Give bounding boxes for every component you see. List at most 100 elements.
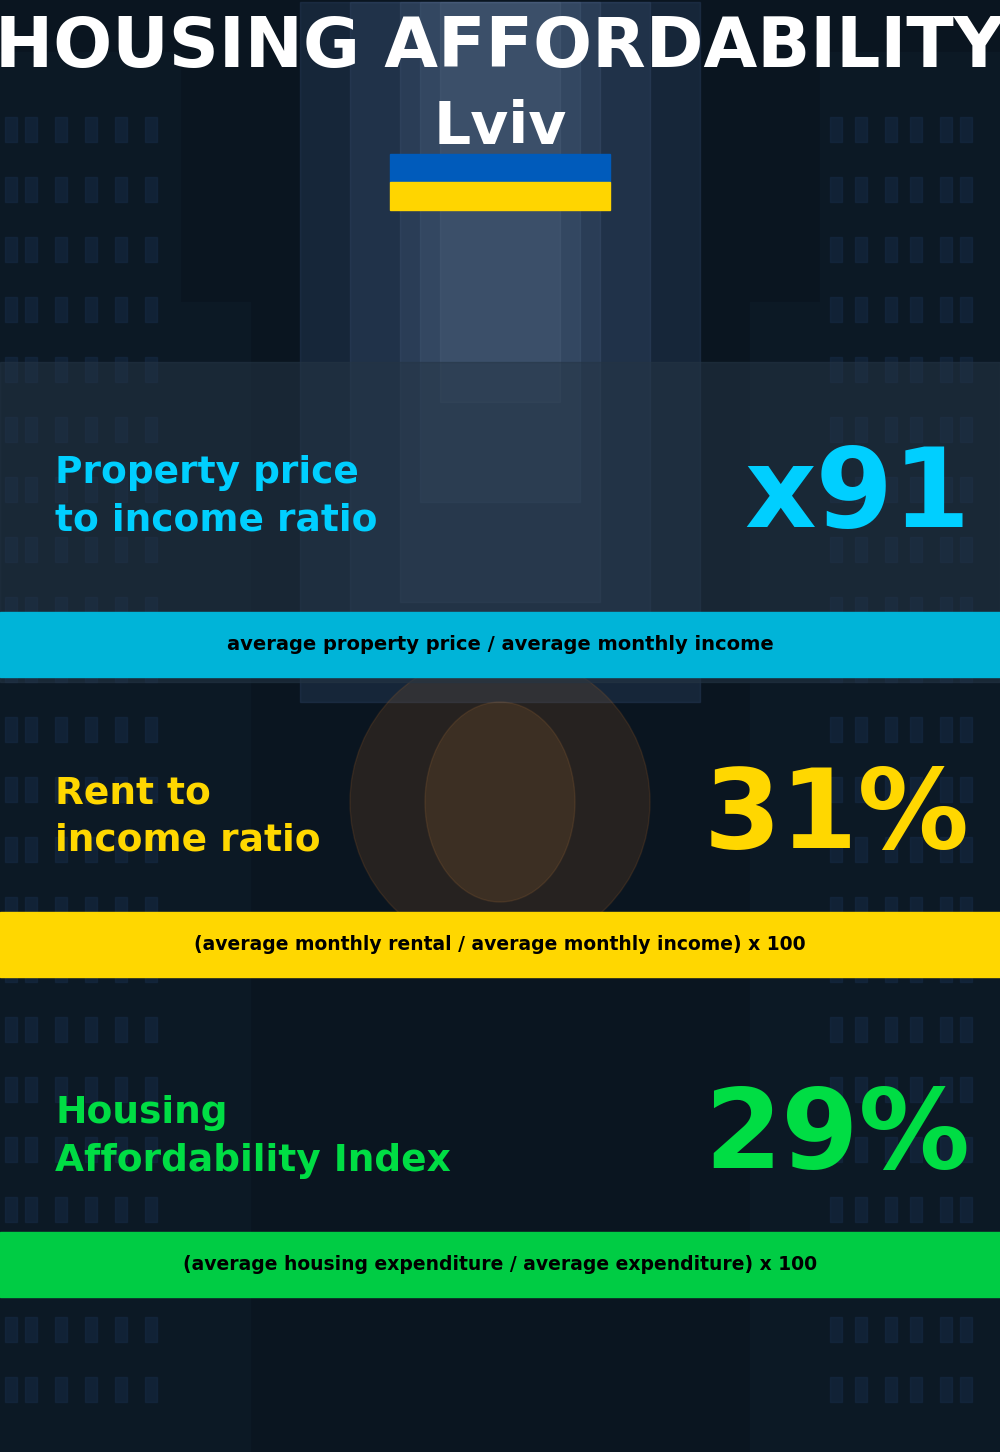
Bar	[940, 537, 952, 562]
Bar	[5, 777, 17, 802]
Bar	[115, 118, 127, 142]
Bar	[940, 777, 952, 802]
Bar	[885, 656, 897, 682]
Bar	[5, 1376, 17, 1403]
Bar	[25, 1317, 37, 1342]
Bar	[115, 417, 127, 441]
Bar	[5, 597, 17, 621]
Bar	[5, 656, 17, 682]
Bar	[885, 1137, 897, 1162]
Text: 29%: 29%	[704, 1083, 970, 1191]
Bar	[830, 717, 842, 742]
Bar	[5, 717, 17, 742]
Bar	[115, 1257, 127, 1282]
Bar	[830, 957, 842, 982]
Text: Rent to
income ratio: Rent to income ratio	[55, 775, 321, 858]
Bar	[55, 836, 67, 862]
Bar	[960, 1317, 972, 1342]
Bar	[830, 897, 842, 922]
Bar	[910, 1196, 922, 1223]
Bar	[5, 1016, 17, 1043]
Bar	[145, 1016, 157, 1043]
Bar	[855, 1257, 867, 1282]
Bar	[5, 298, 17, 322]
Bar	[855, 237, 867, 261]
Bar	[115, 1137, 127, 1162]
Bar	[880, 202, 1000, 1452]
Bar	[960, 1016, 972, 1043]
Text: (average monthly rental / average monthly income) x 100: (average monthly rental / average monthl…	[194, 935, 806, 954]
Bar	[440, 1, 560, 402]
Bar	[855, 417, 867, 441]
Bar	[85, 1016, 97, 1043]
Bar	[5, 177, 17, 202]
Bar	[145, 836, 157, 862]
Bar	[940, 102, 1000, 1452]
Bar	[55, 237, 67, 261]
Bar	[85, 957, 97, 982]
Bar	[55, 1137, 67, 1162]
Bar	[855, 717, 867, 742]
Bar	[960, 1196, 972, 1223]
Text: x91: x91	[744, 443, 970, 550]
Bar	[910, 1137, 922, 1162]
Bar	[960, 177, 972, 202]
Bar	[5, 836, 17, 862]
Bar	[25, 1016, 37, 1043]
Bar	[85, 777, 97, 802]
Bar	[115, 656, 127, 682]
Bar	[55, 1016, 67, 1043]
Bar	[940, 836, 952, 862]
Bar	[5, 1137, 17, 1162]
Bar	[885, 957, 897, 982]
Text: average property price / average monthly income: average property price / average monthly…	[227, 635, 773, 653]
Bar	[5, 1257, 17, 1282]
Bar	[910, 1077, 922, 1102]
Bar	[960, 298, 972, 322]
Bar	[855, 1077, 867, 1102]
Bar	[5, 478, 17, 502]
Bar	[85, 1317, 97, 1342]
Bar	[25, 1137, 37, 1162]
Bar	[5, 118, 17, 142]
Bar	[910, 417, 922, 441]
Bar	[855, 1016, 867, 1043]
Bar	[885, 298, 897, 322]
Bar	[5, 1196, 17, 1223]
Bar	[960, 1257, 972, 1282]
Bar	[85, 597, 97, 621]
Bar	[115, 177, 127, 202]
Bar	[115, 597, 127, 621]
Bar	[855, 357, 867, 382]
Bar	[55, 957, 67, 982]
Bar	[85, 897, 97, 922]
Bar	[885, 357, 897, 382]
Bar	[55, 177, 67, 202]
Ellipse shape	[350, 652, 650, 953]
Bar	[830, 298, 842, 322]
Bar	[145, 777, 157, 802]
Bar	[855, 298, 867, 322]
Bar	[85, 1257, 97, 1282]
Bar	[910, 656, 922, 682]
Bar	[885, 1376, 897, 1403]
Bar	[855, 777, 867, 802]
Bar	[910, 1016, 922, 1043]
Text: Property price
to income ratio: Property price to income ratio	[55, 456, 378, 539]
Bar	[145, 597, 157, 621]
Bar	[55, 1077, 67, 1102]
Bar	[115, 717, 127, 742]
Bar	[855, 656, 867, 682]
Bar	[910, 597, 922, 621]
Bar	[5, 237, 17, 261]
Bar	[830, 1137, 842, 1162]
Bar	[960, 836, 972, 862]
Bar	[55, 1257, 67, 1282]
Bar	[145, 1317, 157, 1342]
Bar	[55, 118, 67, 142]
Bar	[885, 417, 897, 441]
Bar	[85, 656, 97, 682]
Bar	[145, 237, 157, 261]
Bar	[830, 1317, 842, 1342]
Bar	[25, 118, 37, 142]
